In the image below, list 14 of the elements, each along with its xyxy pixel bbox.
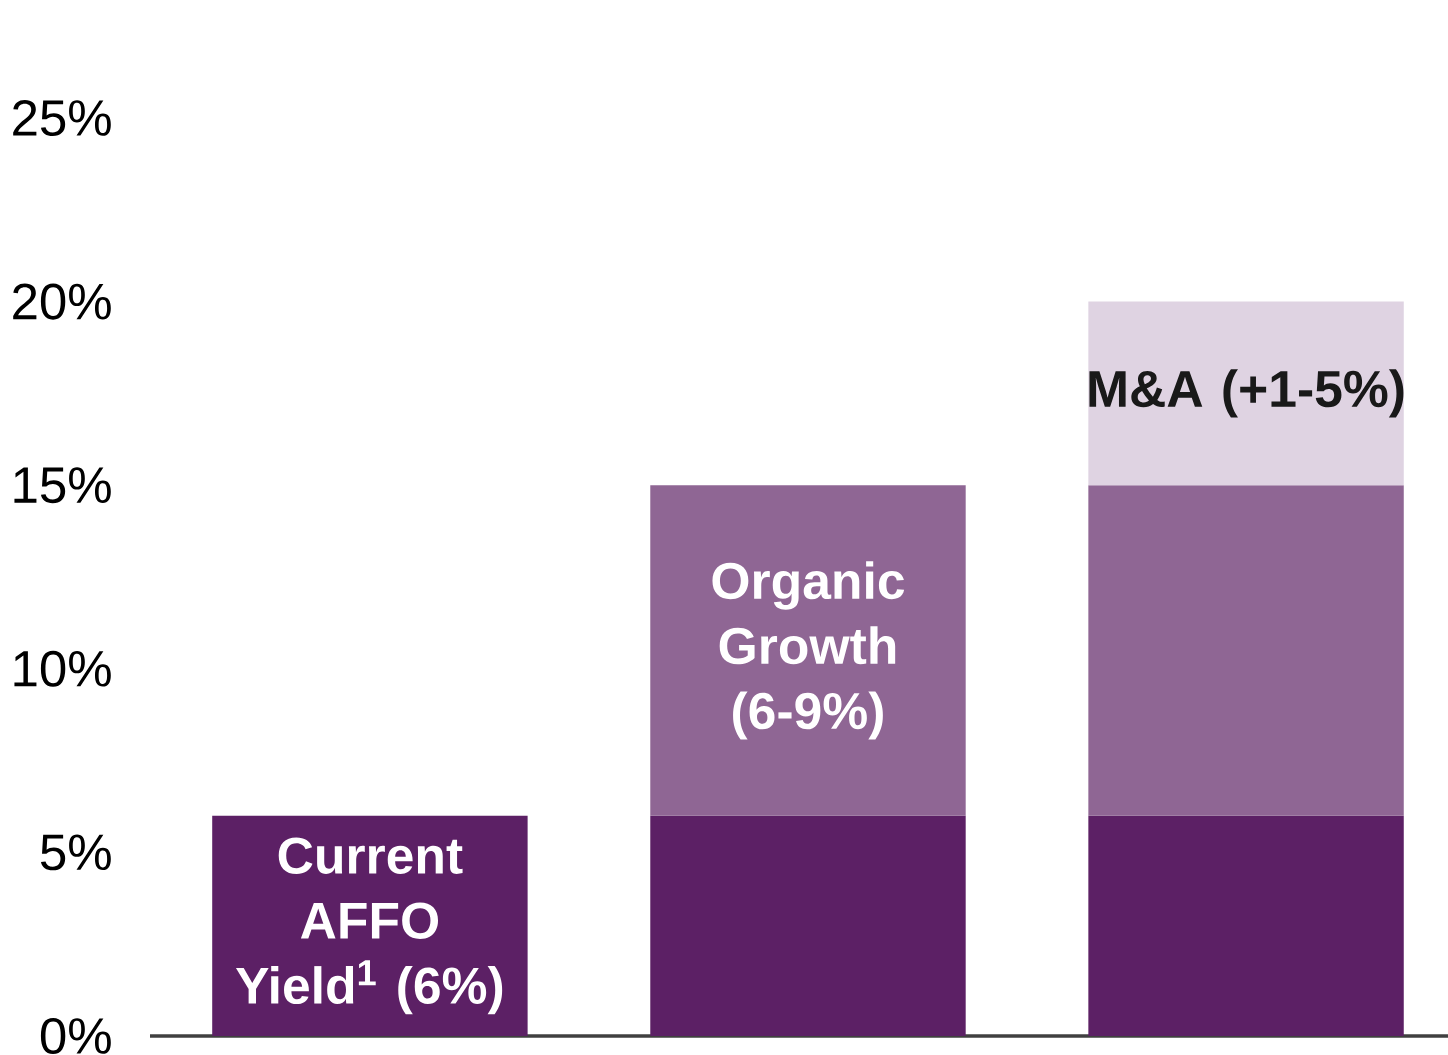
y-tick-label: 25% xyxy=(13,99,111,137)
y-tick-label: 20% xyxy=(13,283,111,320)
y-tick-label: 10% xyxy=(14,650,111,687)
y-tick-label: 0% xyxy=(40,1017,111,1055)
bar xyxy=(650,815,966,1037)
bar xyxy=(1088,301,1404,486)
series-label: M&A (+1-5%) xyxy=(1089,369,1404,418)
bar xyxy=(1088,815,1404,1037)
bar xyxy=(650,485,966,816)
y-tick-label: 15% xyxy=(14,467,111,504)
y-tick-label: 5% xyxy=(40,834,111,871)
series-label: Current AFFO Yield$^{1}$ (6%) xyxy=(235,837,503,1015)
series-label: Organic Growth (6-9%) xyxy=(712,561,905,740)
bar xyxy=(1088,485,1404,816)
